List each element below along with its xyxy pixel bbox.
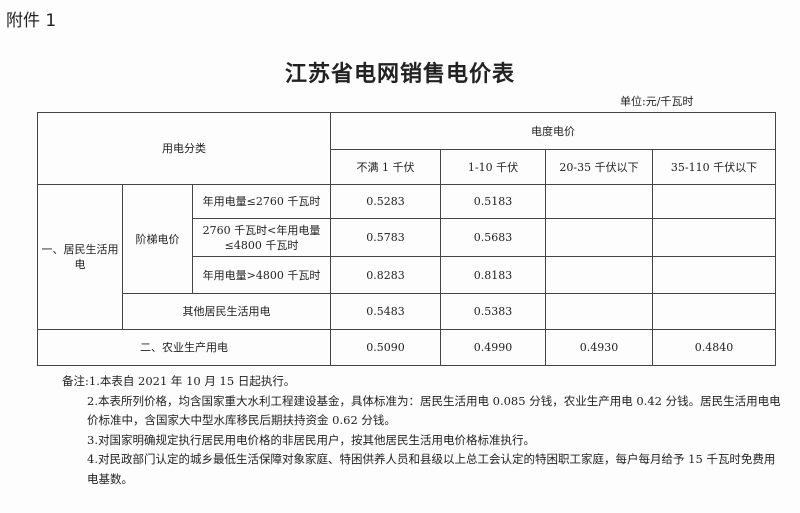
- price-cell: 0.5090: [330, 329, 441, 366]
- table-row: 其他居民生活用电 0.5483 0.5383: [38, 293, 776, 330]
- price-cell: [652, 184, 776, 219]
- price-cell: [545, 218, 653, 257]
- tiered-label: 阶梯电价: [122, 184, 193, 294]
- residential-label: 一、居民生活用电: [37, 184, 123, 330]
- price-cell: 0.8183: [440, 256, 546, 294]
- price-cell: 0.8283: [330, 256, 441, 294]
- notes: 备注:1.本表自 2021 年 10 月 15 日起执行。 2.本表所列价格，均…: [62, 372, 782, 489]
- voltage-header: 35-110 千伏以下: [652, 149, 776, 185]
- price-cell: [652, 218, 776, 257]
- voltage-header: 1-10 千伏: [440, 149, 546, 185]
- tier-label: 年用电量≤2760 千瓦时: [192, 184, 331, 219]
- price-cell: 0.5283: [330, 184, 441, 219]
- table-row: 二、农业生产用电 0.5090 0.4990 0.4930 0.4840: [37, 329, 776, 366]
- category-header: 用电分类: [37, 112, 331, 185]
- price-header: 电度电价: [330, 112, 776, 150]
- price-cell: 0.4930: [545, 329, 653, 366]
- note-item: 备注:1.本表自 2021 年 10 月 15 日起执行。: [62, 372, 782, 392]
- price-cell: 0.5683: [440, 218, 546, 257]
- table-row: 年用电量>4800 千瓦时 0.8283 0.8183: [38, 256, 776, 294]
- price-table: 用电分类 电度电价 不满 1 千伏 1-10 千伏 20-35 千伏以下 35-…: [37, 112, 776, 366]
- notes-label: 备注:: [62, 374, 89, 388]
- price-cell: [545, 184, 653, 219]
- voltage-header: 20-35 千伏以下: [545, 149, 653, 185]
- price-cell: 0.5183: [440, 184, 546, 219]
- price-cell: [545, 256, 653, 294]
- price-cell: 0.5483: [330, 293, 441, 330]
- note-item: 4.对民政部门认定的城乡最低生活保障对象家庭、特困供养人员和县级以上总工会认定的…: [87, 452, 776, 486]
- price-cell: [652, 293, 776, 330]
- tier-label: 2760 千瓦时<年用电量≤4800 千瓦时: [192, 218, 331, 257]
- price-cell: [652, 256, 776, 294]
- agriculture-label: 二、农业生产用电: [37, 329, 331, 366]
- note-text: 1.本表自 2021 年 10 月 15 日起执行。: [88, 374, 296, 388]
- other-residential-label: 其他居民生活用电: [122, 293, 331, 330]
- price-cell: 0.4990: [440, 329, 546, 366]
- tier-label: 年用电量>4800 千瓦时: [192, 256, 331, 294]
- table-row: 一、居民生活用电 阶梯电价 年用电量≤2760 千瓦时 0.5283 0.518…: [37, 184, 776, 330]
- unit-label: 单位:元/千瓦时: [620, 95, 694, 108]
- attachment-label: 附件 1: [6, 11, 57, 31]
- note-item: 2.本表所列价格，均含国家重大水利工程建设基金，具体标准为：居民生活用电 0.0…: [87, 393, 781, 428]
- table-row: 2760 千瓦时<年用电量≤4800 千瓦时 0.5783 0.5683: [38, 218, 776, 257]
- price-cell: 0.5383: [440, 293, 546, 330]
- price-cell: 0.5783: [330, 218, 441, 257]
- voltage-header: 不满 1 千伏: [330, 149, 441, 185]
- page-title: 江苏省电网销售电价表: [284, 61, 515, 87]
- price-cell: 0.4840: [652, 329, 776, 366]
- note-item: 3.对国家明确规定执行居民用电价格的非居民用户，按其他居民生活用电价格标准执行。: [87, 432, 535, 447]
- price-cell: [545, 293, 653, 330]
